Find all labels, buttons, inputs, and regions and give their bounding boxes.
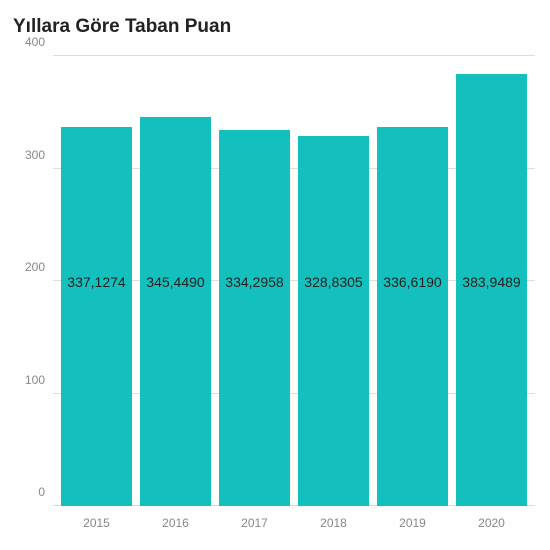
bar: [456, 74, 527, 506]
bar: [298, 136, 369, 506]
y-tick-label: 200: [25, 260, 45, 274]
x-axis: 2015 2016 2017 2018 2019 2020: [53, 506, 535, 530]
bar: [140, 117, 211, 506]
y-axis: 0100200300400: [5, 56, 53, 506]
x-tick-label: 2018: [296, 516, 371, 530]
x-tick-label: 2016: [138, 516, 213, 530]
y-tick-label: 100: [25, 373, 45, 387]
bar-slot: 383,9489: [454, 56, 529, 506]
bar-slot: 328,8305: [296, 56, 371, 506]
y-tick-label: 400: [25, 35, 45, 49]
chart-title: Yıllara Göre Taban Puan: [13, 16, 545, 38]
y-tick-label: 300: [25, 148, 45, 162]
bar-slot: 334,2958: [217, 56, 292, 506]
chart-container: Yıllara Göre Taban Puan 0100200300400 33…: [0, 0, 550, 550]
bar-slot: 345,4490: [138, 56, 213, 506]
bar: [377, 127, 448, 506]
bar: [219, 130, 290, 506]
x-tick-label: 2015: [59, 516, 134, 530]
bar-slot: 336,6190: [375, 56, 450, 506]
y-tick-label: 0: [38, 485, 45, 499]
bar: [61, 127, 132, 506]
x-tick-label: 2020: [454, 516, 529, 530]
bars-group: 337,1274345,4490334,2958328,8305336,6190…: [53, 56, 535, 506]
x-tick-label: 2017: [217, 516, 292, 530]
bar-slot: 337,1274: [59, 56, 134, 506]
plot-area: 0100200300400 337,1274345,4490334,295832…: [53, 56, 535, 506]
x-tick-label: 2019: [375, 516, 450, 530]
